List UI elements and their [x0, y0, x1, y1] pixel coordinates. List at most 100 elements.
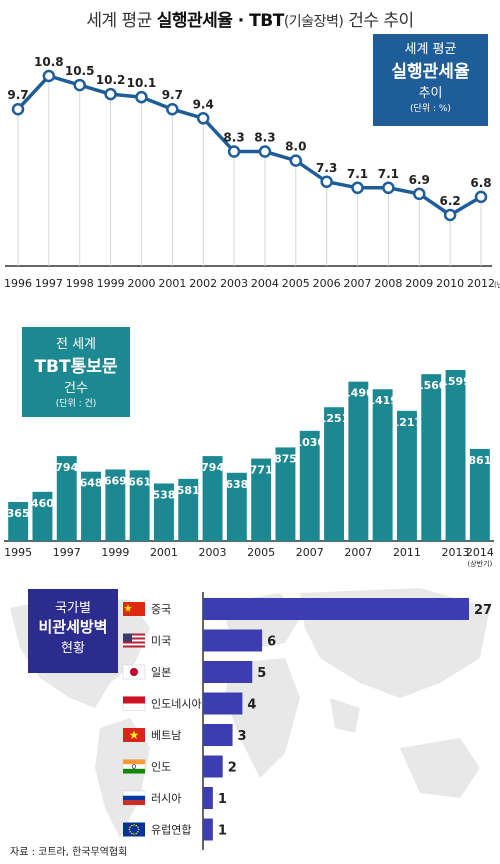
- country-label: 인도: [151, 761, 171, 774]
- country-value-label: 1: [218, 824, 227, 839]
- tbt-bar: [32, 491, 53, 541]
- x-tick-label: 1997: [53, 546, 81, 559]
- x-tick-label: 2001: [150, 546, 178, 559]
- flag-star: [129, 826, 131, 829]
- x-tick-label: 1999: [101, 546, 129, 559]
- tbt-data-label: 661: [128, 475, 151, 488]
- tariff-point: [42, 69, 56, 83]
- tbt-callout-unit: (단위 : 건): [55, 399, 97, 409]
- x-tick-label: 2001: [158, 277, 186, 290]
- country-label: 중국: [151, 603, 171, 616]
- tbt-bar: [226, 472, 247, 541]
- flag-star: [129, 830, 131, 833]
- tariff-point: [474, 190, 488, 204]
- tariff-callout-line3: 추이: [418, 86, 443, 101]
- x-tick-suffix: (년): [494, 280, 500, 289]
- tariff-callout-unit: (단위 : %): [410, 104, 451, 114]
- flag-star: [137, 830, 139, 833]
- tariff-point: [11, 102, 25, 116]
- flag-stripe: [123, 637, 145, 640]
- country-value-label: 3: [238, 729, 247, 744]
- flag-star: [128, 828, 131, 831]
- flag-star: [133, 833, 135, 835]
- flag-disc: [130, 668, 138, 676]
- tariff-data-label: 7.1: [378, 167, 399, 181]
- country-callout-line3: 현황: [61, 641, 85, 656]
- flag-stripe: [123, 645, 145, 648]
- x-tick-label: 2007: [344, 277, 372, 290]
- x-tick-label: 2010: [436, 277, 464, 290]
- x-tick-label: 2002: [189, 277, 217, 290]
- x-tick-label: 2014: [466, 546, 494, 559]
- x-tick-label: 1997: [35, 277, 63, 290]
- tariff-data-label: 10.5: [65, 64, 95, 78]
- country-label: 인도네시아: [151, 698, 202, 711]
- tariff-point: [73, 78, 86, 92]
- tbt-bar: [299, 430, 320, 541]
- flag-icon: [123, 633, 145, 648]
- tbt-bar: [8, 501, 29, 541]
- tariff-data-label: 10.1: [127, 76, 157, 90]
- tbt-callout-line3: 건수: [64, 381, 88, 396]
- country-value-label: 27: [474, 603, 492, 618]
- flag-stripe: [123, 641, 145, 644]
- tbt-bar: [324, 407, 345, 541]
- tariff-point: [196, 112, 210, 125]
- tariff-point: [104, 87, 117, 101]
- tariff-point: [135, 90, 148, 104]
- tariff-series-line: [16, 74, 482, 218]
- tbt-callout: 전 세계 TBT통보문 건수 (단위 : 건): [22, 327, 130, 417]
- tariff-data-label: 8.0: [285, 140, 306, 154]
- tbt-data-label: 648: [80, 477, 103, 490]
- x-tick-note: (상반기): [467, 559, 492, 568]
- x-tick-label: 2004: [251, 277, 279, 290]
- x-tick-label: 2003: [199, 546, 227, 559]
- country-label: 일본: [151, 665, 171, 679]
- flag-icon: [123, 602, 145, 616]
- flag-band: [123, 759, 145, 765]
- tariff-data-label: 6.9: [409, 173, 430, 187]
- tbt-bar: [202, 456, 223, 541]
- tariff-point: [320, 175, 333, 189]
- tbt-bar: [129, 470, 150, 541]
- tbt-callout-line1: 전 세계: [55, 337, 96, 352]
- x-tick-label: 1995: [4, 546, 32, 559]
- country-value-label: 4: [247, 698, 256, 713]
- tbt-data-label: 1560: [416, 379, 447, 392]
- tbt-data-label: 1251: [319, 412, 350, 425]
- x-tick-label: 2007: [344, 546, 372, 559]
- flag-field: [123, 602, 145, 616]
- tbt-data-label: 1217: [392, 416, 423, 429]
- tbt-data-label: 669: [104, 474, 127, 487]
- x-tick-label: 2009: [405, 277, 433, 290]
- x-tick-label: 2005: [247, 546, 275, 559]
- tariff-data-label: 9.7: [162, 88, 183, 102]
- x-tick-label: 2008: [374, 277, 402, 290]
- country-label: 러시아: [151, 792, 181, 805]
- tbt-bar: [153, 483, 174, 541]
- tbt-bar: [445, 370, 466, 541]
- tbt-bar: [81, 471, 102, 541]
- flag-band: [123, 795, 145, 801]
- country-bar: [203, 692, 243, 715]
- tbt-bar: [372, 389, 393, 541]
- tariff-point: [443, 208, 457, 222]
- flag-stripe: [123, 633, 145, 636]
- country-callout-line2: 비관세방벽: [38, 618, 108, 636]
- flag-star: [137, 828, 140, 831]
- tbt-bar: [421, 374, 442, 541]
- flag-star: [135, 832, 138, 835]
- flag-star: [130, 824, 133, 827]
- x-tick-label: 2007: [296, 546, 324, 559]
- tariff-point: [382, 181, 395, 195]
- tariff-point: [227, 145, 241, 158]
- flag-star: [135, 824, 138, 827]
- country-label: 베트남: [151, 729, 181, 742]
- tbt-bar: [251, 458, 272, 541]
- tariff-line-chart: 9.7 1996 10.8 1997 10.5 1998 10.2 1999 10.1 2000 9…: [4, 55, 500, 290]
- country-bar: [203, 818, 213, 841]
- tariff-point: [289, 154, 303, 167]
- tariff-point: [413, 187, 426, 201]
- tariff-callout-line1: 세계 평균: [404, 42, 457, 57]
- tbt-data-label: 581: [177, 484, 200, 497]
